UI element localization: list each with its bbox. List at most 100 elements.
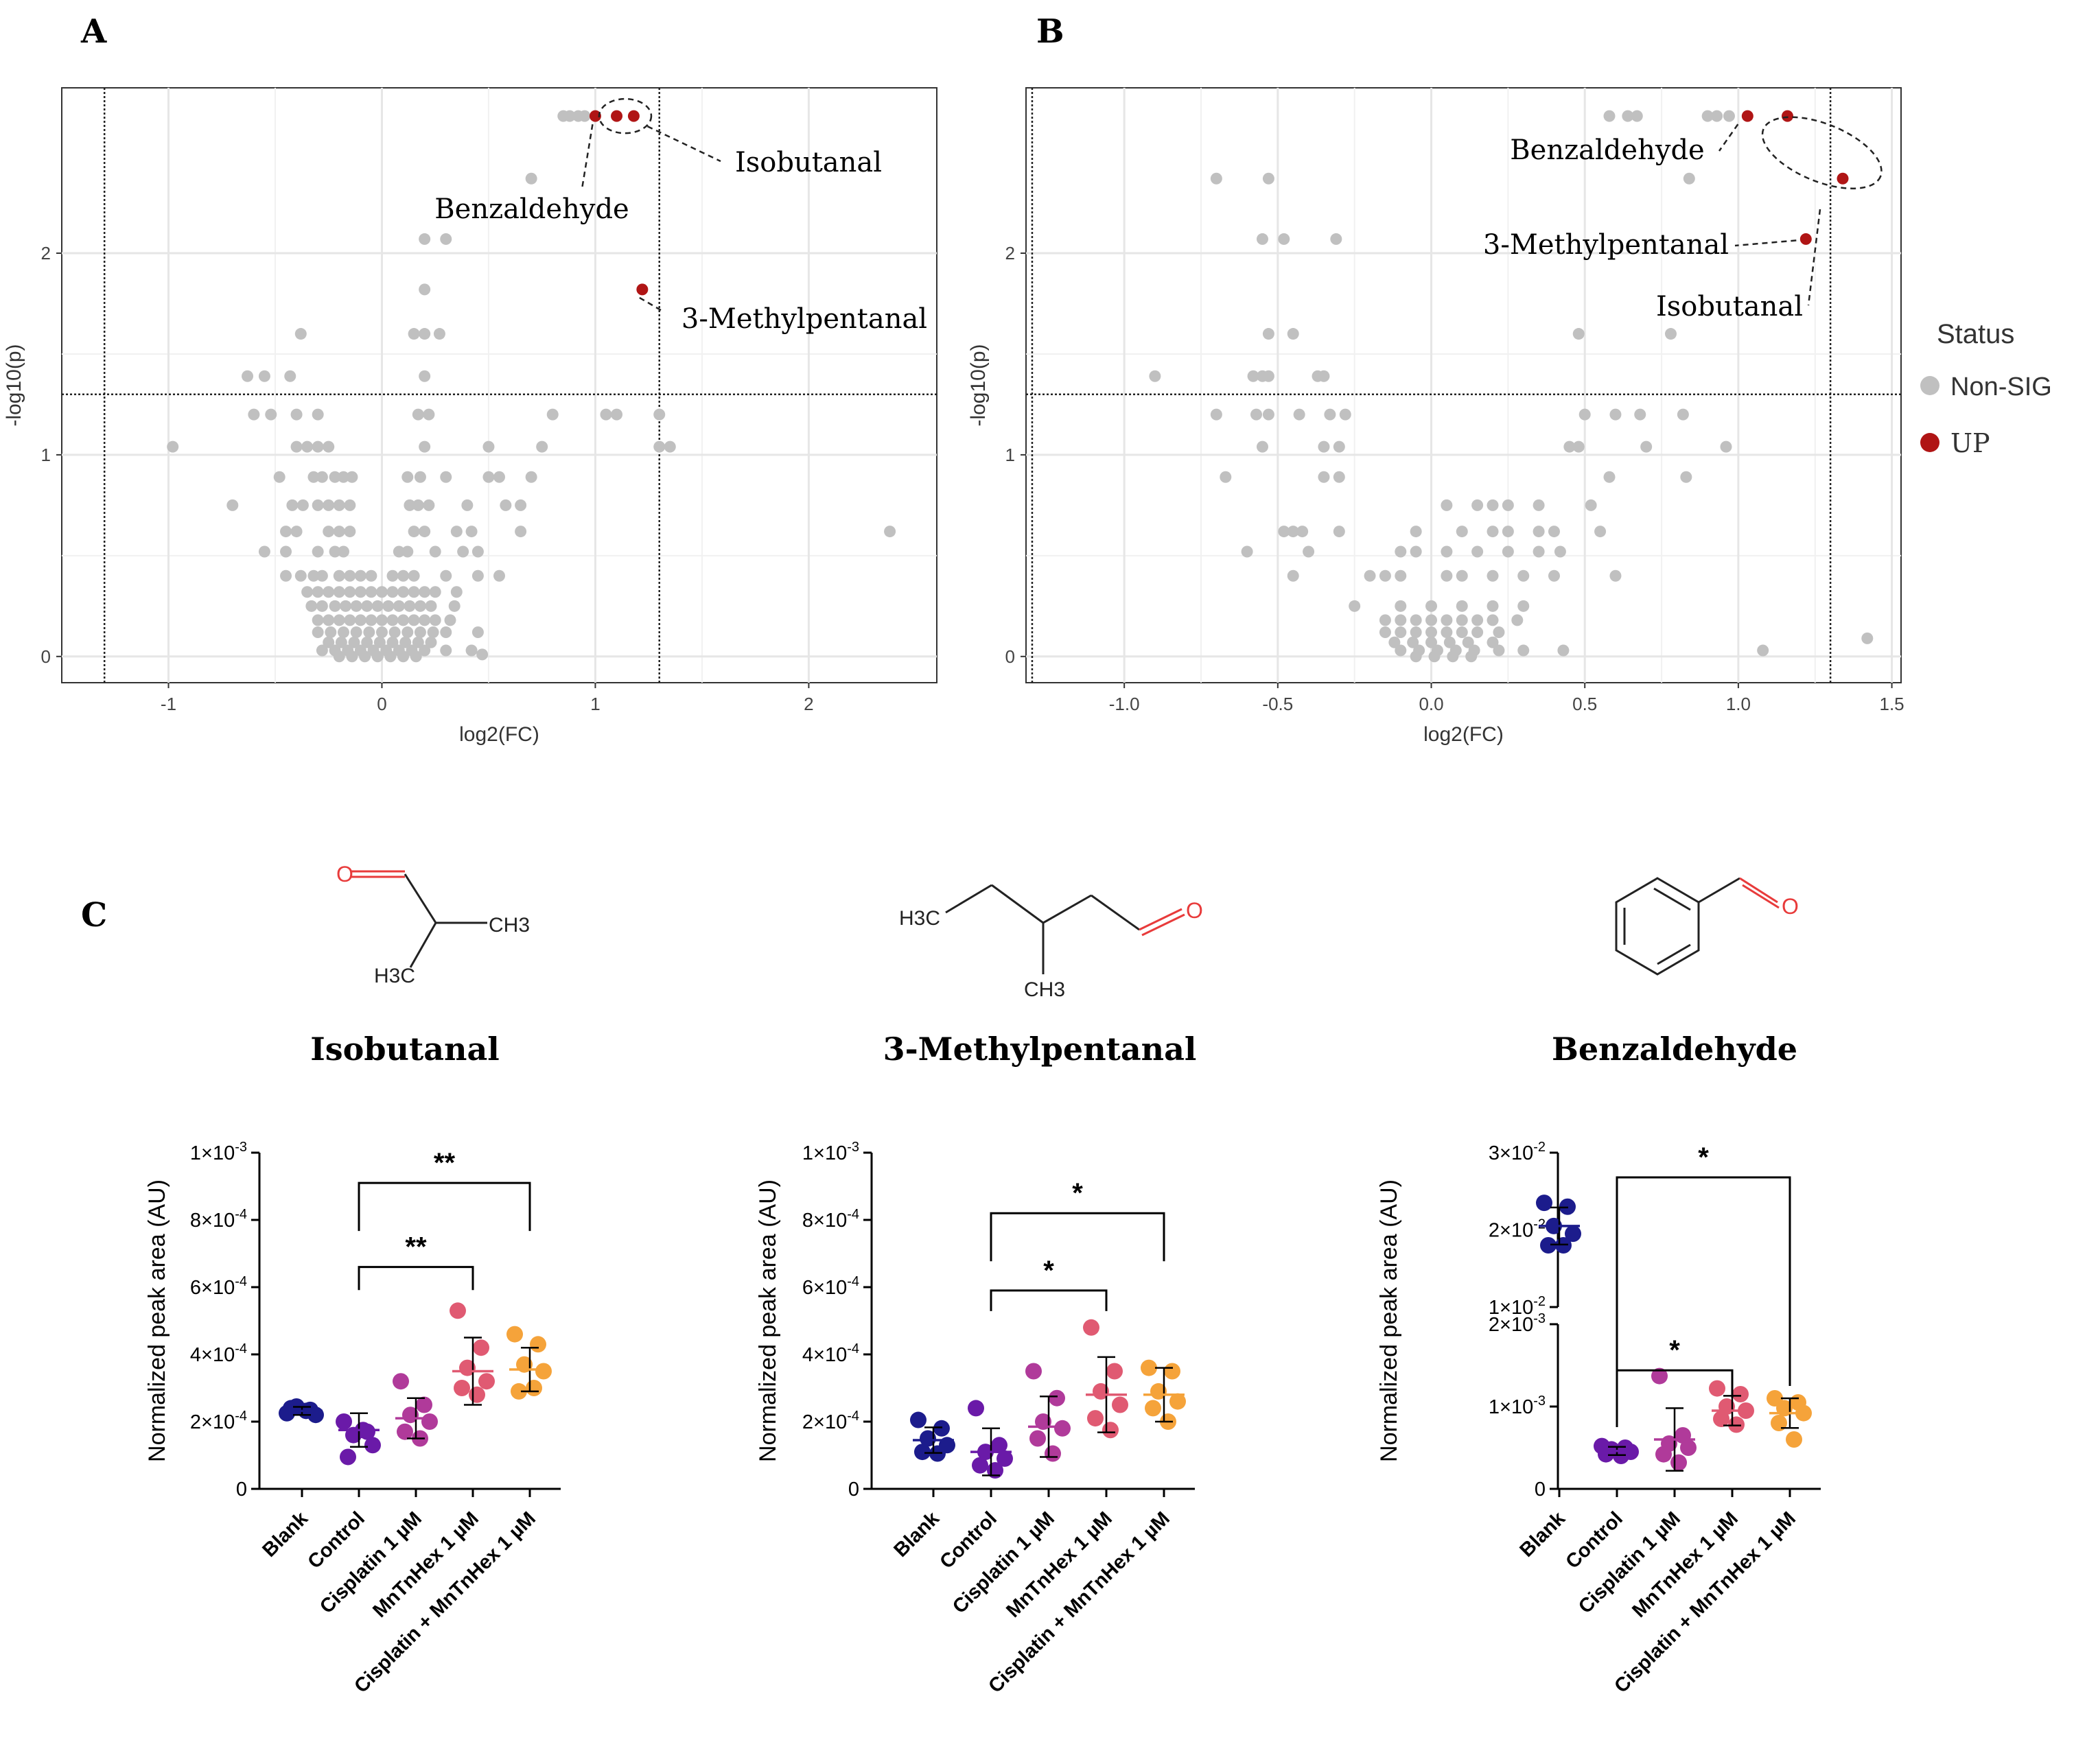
nonsig-point xyxy=(408,569,420,582)
nonsig-point xyxy=(440,626,452,639)
nonsig-point xyxy=(1333,526,1345,538)
nonsig-point xyxy=(1502,545,1514,558)
nonsig-point xyxy=(1379,569,1391,582)
nonsig-point xyxy=(419,586,431,598)
nonsig-point xyxy=(248,408,260,421)
structure-label-3-methylpentanal: 3-Methylpentanal xyxy=(883,1031,1197,1068)
legend: Status Non-SIG UP xyxy=(1920,319,2052,458)
nonsig-point xyxy=(1487,636,1499,648)
nonsig-point xyxy=(280,545,292,558)
data-point xyxy=(1651,1367,1668,1385)
nonsig-point xyxy=(465,644,478,657)
nonsig-point xyxy=(515,526,527,538)
category-label: MnTnHex 1 µM xyxy=(369,1507,483,1622)
significance-label: ** xyxy=(434,1148,456,1178)
data-point xyxy=(968,1400,984,1417)
nonsig-point xyxy=(350,600,362,612)
nonsig-point xyxy=(440,569,452,582)
nonsig-point xyxy=(1410,626,1422,639)
nonsig-point xyxy=(1609,569,1622,582)
nonsig-point xyxy=(1493,644,1505,657)
nonsig-point xyxy=(433,328,445,340)
nonsig-point xyxy=(346,471,358,483)
nonsig-point xyxy=(1487,614,1499,626)
nonsig-point xyxy=(493,471,505,483)
nonsig-point xyxy=(482,471,495,483)
category-label: MnTnHex 1 µM xyxy=(1002,1507,1117,1622)
nonsig-point xyxy=(1563,440,1576,453)
nonsig-point xyxy=(375,614,388,626)
y-tick-label: 6×10-4 xyxy=(802,1274,859,1299)
y-tick-label: 1 xyxy=(1005,445,1015,465)
significance-label: * xyxy=(1072,1178,1083,1208)
nonsig-point xyxy=(419,328,431,340)
nonsig-point xyxy=(365,614,377,626)
significance-bracket xyxy=(1616,1176,1791,1427)
nonsig-point xyxy=(344,586,356,598)
nonsig-point xyxy=(471,569,484,582)
data-point xyxy=(1709,1380,1725,1397)
nonsig-point xyxy=(1493,626,1505,639)
nonsig-point xyxy=(1349,600,1361,612)
nonsig-point xyxy=(1634,408,1646,421)
y-tick-label: 2×10-4 xyxy=(802,1409,859,1433)
atom-ch3-isobutanal: CH3 xyxy=(489,914,530,937)
nonsig-point xyxy=(1720,440,1732,453)
nonsig-point xyxy=(375,626,388,639)
nonsig-point xyxy=(323,636,335,648)
nonsig-point xyxy=(1487,499,1499,511)
nonsig-point xyxy=(1517,600,1530,612)
nonsig-point xyxy=(404,600,416,612)
nonsig-point xyxy=(515,499,527,511)
nonsig-point xyxy=(546,408,559,421)
nonsig-point xyxy=(1609,408,1622,421)
nonsig-point xyxy=(493,569,505,582)
legend-title: Status xyxy=(1937,319,2014,349)
nonsig-point xyxy=(1410,545,1422,558)
sig-point xyxy=(1781,110,1793,122)
data-point xyxy=(1106,1363,1123,1380)
nonsig-point xyxy=(563,110,576,122)
nonsig-point xyxy=(408,586,420,598)
nonsig-point xyxy=(323,499,335,511)
x-tick-label: 1.0 xyxy=(1726,694,1751,714)
nonsig-point xyxy=(294,569,307,582)
nonsig-point xyxy=(1287,569,1299,582)
category-label: Cisplatin 1 µM xyxy=(1574,1507,1685,1618)
nonsig-point xyxy=(337,545,349,558)
nonsig-point xyxy=(1585,499,1597,511)
y-tick-label: 1×10-3 xyxy=(802,1140,859,1164)
data-point xyxy=(506,1326,523,1343)
nonsig-point xyxy=(1701,110,1714,122)
nonsig-point xyxy=(579,110,591,122)
sig-point xyxy=(1799,233,1812,245)
nonsig-point xyxy=(399,636,412,648)
y-axis-label-b: -log10(p) xyxy=(967,344,990,426)
nonsig-point xyxy=(429,614,441,626)
nonsig-point xyxy=(1395,600,1407,612)
sig-point xyxy=(611,110,623,122)
data-point xyxy=(1540,1237,1557,1254)
nonsig-point xyxy=(1578,408,1591,421)
annot-isobutanal-b: Isobutanal xyxy=(1656,291,1803,322)
nonsig-point xyxy=(1443,636,1456,648)
nonsig-point xyxy=(1548,569,1560,582)
data-point xyxy=(1102,1422,1119,1439)
nonsig-point xyxy=(1339,408,1351,421)
nonsig-point xyxy=(284,370,296,382)
nonsig-point xyxy=(286,499,299,511)
plot-frame xyxy=(61,87,937,683)
nonsig-point xyxy=(414,600,426,612)
nonsig-point xyxy=(1425,636,1438,648)
x-tick-label: 0.5 xyxy=(1572,694,1597,714)
nonsig-point xyxy=(384,650,397,663)
data-point xyxy=(450,1302,466,1319)
y-axis-label-a: -log10(p) xyxy=(3,344,25,426)
nonsig-point xyxy=(1517,644,1530,657)
nonsig-point xyxy=(280,526,292,538)
nonsig-point xyxy=(280,569,292,582)
nonsig-point xyxy=(361,636,373,648)
nonsig-point xyxy=(1680,471,1692,483)
nonsig-point xyxy=(1364,569,1376,582)
nonsig-point xyxy=(465,526,478,538)
